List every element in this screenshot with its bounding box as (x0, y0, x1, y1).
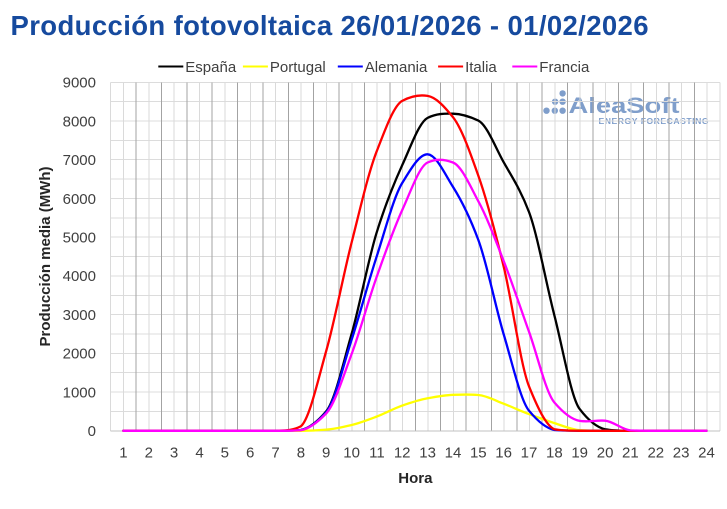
svg-text:España: España (185, 59, 237, 76)
svg-text:6000: 6000 (63, 191, 96, 208)
svg-text:7000: 7000 (63, 152, 96, 169)
svg-text:Francia: Francia (539, 59, 590, 76)
svg-text:8000: 8000 (63, 113, 96, 130)
svg-text:Portugal: Portugal (270, 59, 326, 76)
svg-text:12: 12 (394, 445, 411, 462)
svg-text:1: 1 (119, 445, 127, 462)
svg-text:19: 19 (571, 445, 588, 462)
svg-text:6: 6 (246, 445, 254, 462)
svg-text:4000: 4000 (63, 268, 96, 285)
svg-text:14: 14 (445, 445, 462, 462)
svg-text:23: 23 (673, 445, 690, 462)
svg-text:22: 22 (647, 445, 664, 462)
svg-text:16: 16 (495, 445, 512, 462)
svg-text:Hora: Hora (398, 470, 433, 487)
svg-text:2: 2 (145, 445, 153, 462)
svg-text:9: 9 (322, 445, 330, 462)
svg-text:18: 18 (546, 445, 563, 462)
svg-text:2000: 2000 (63, 346, 96, 363)
svg-text:0: 0 (88, 423, 96, 440)
svg-text:1000: 1000 (63, 384, 96, 401)
svg-text:4: 4 (195, 445, 203, 462)
svg-text:21: 21 (622, 445, 639, 462)
svg-text:9000: 9000 (63, 75, 96, 92)
svg-text:20: 20 (597, 445, 614, 462)
svg-text:7: 7 (271, 445, 279, 462)
svg-text:3: 3 (170, 445, 178, 462)
svg-text:24: 24 (698, 445, 715, 462)
svg-text:8: 8 (297, 445, 305, 462)
svg-text:15: 15 (470, 445, 487, 462)
svg-text:11: 11 (369, 445, 385, 462)
svg-text:3000: 3000 (63, 307, 96, 324)
svg-text:Italia: Italia (465, 59, 497, 76)
svg-text:Alemania: Alemania (365, 59, 428, 76)
svg-text:10: 10 (343, 445, 360, 462)
svg-text:5: 5 (221, 445, 229, 462)
svg-text:17: 17 (521, 445, 538, 462)
svg-text:AleaSoft: AleaSoft (569, 93, 681, 118)
svg-text:5000: 5000 (63, 230, 96, 247)
svg-text:13: 13 (419, 445, 436, 462)
svg-text:Producción media (MWh): Producción media (MWh) (37, 166, 54, 346)
svg-text:Producción fotovoltaica 26/01/: Producción fotovoltaica 26/01/2026 - 01/… (11, 10, 649, 41)
